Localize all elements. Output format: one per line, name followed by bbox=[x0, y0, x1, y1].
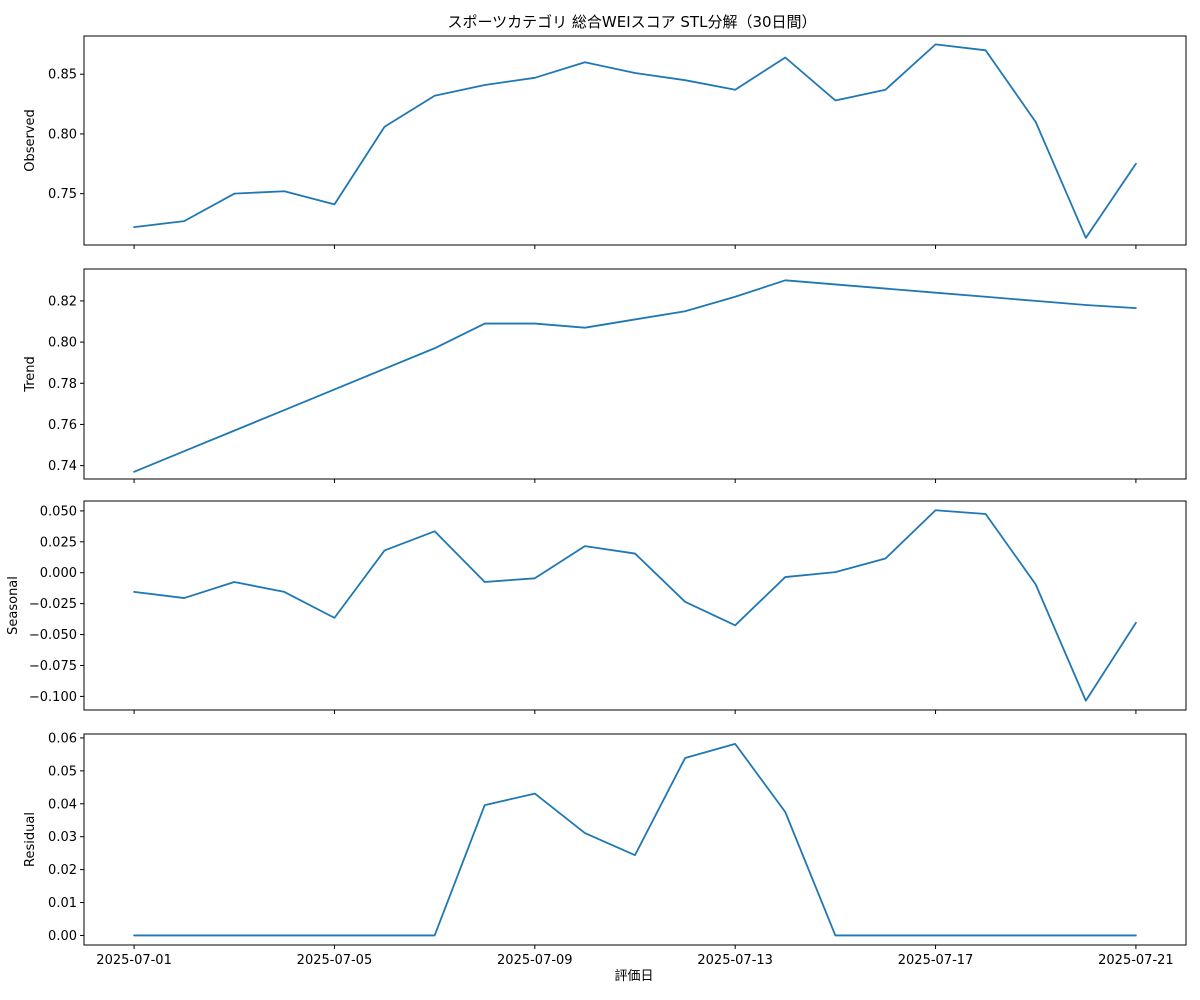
y-tick-label: −0.100 bbox=[29, 690, 77, 705]
y-axis-label: Trend bbox=[23, 356, 38, 393]
y-tick-label: 0.05 bbox=[48, 764, 77, 779]
y-tick-label: 0.74 bbox=[48, 459, 77, 474]
y-tick-label: 0.85 bbox=[48, 68, 77, 83]
y-axis-label: Seasonal bbox=[6, 576, 21, 635]
y-tick-label: 0.00 bbox=[48, 929, 77, 944]
panel-observed: 0.75 0.80 0.85 Observed bbox=[23, 35, 1187, 249]
y-tick-label: 0.03 bbox=[48, 830, 77, 845]
series-line-trend bbox=[133, 279, 1137, 473]
series-line-seasonal bbox=[133, 509, 1137, 702]
y-tick-label: 0.76 bbox=[48, 418, 77, 433]
y-axis-label: Observed bbox=[23, 109, 38, 172]
y-tick-label: −0.075 bbox=[29, 659, 77, 674]
y-tick-label: 0.80 bbox=[48, 336, 77, 351]
x-tick-label: 2025-07-21 bbox=[1098, 953, 1174, 968]
x-tick-label: 2025-07-05 bbox=[297, 953, 373, 968]
y-tick-label: 0.75 bbox=[48, 187, 77, 202]
plot-frame bbox=[83, 268, 1187, 480]
y-axis-label: Residual bbox=[23, 812, 38, 867]
panel-trend: 0.74 0.76 0.78 0.80 0.82 Trend bbox=[23, 268, 1187, 483]
y-tick-label: 0.78 bbox=[48, 377, 77, 392]
series-line-residual bbox=[133, 742, 1137, 937]
y-tick-label: 0.01 bbox=[48, 896, 77, 911]
x-tick-label: 2025-07-17 bbox=[898, 953, 974, 968]
y-tick-label: 0.06 bbox=[48, 731, 77, 746]
plot-frame bbox=[83, 35, 1187, 246]
x-tick-label: 2025-07-09 bbox=[497, 953, 573, 968]
y-tick-label: 0.04 bbox=[48, 797, 77, 812]
panel-residual: 0.00 0.01 0.02 0.03 0.04 0.05 0.06 2025-07-01 20… bbox=[23, 731, 1187, 968]
x-axis-label: 評価日 bbox=[614, 969, 653, 984]
y-tick-label: −0.025 bbox=[29, 597, 77, 612]
x-tick-label: 2025-07-01 bbox=[96, 953, 172, 968]
y-tick-label: 0.025 bbox=[40, 535, 77, 550]
panel-seasonal: −0.100 −0.075 −0.050 −0.025 0.000 0.025 0.050 S… bbox=[6, 500, 1187, 714]
y-tick-label: −0.050 bbox=[29, 628, 77, 643]
series-line-observed bbox=[133, 43, 1137, 239]
plot-frame bbox=[83, 500, 1187, 711]
x-tick-label: 2025-07-13 bbox=[697, 953, 773, 968]
chart-title: スポーツカテゴリ 総合WEIスコア STL分解（30日間） bbox=[447, 13, 816, 31]
y-tick-label: 0.80 bbox=[48, 127, 77, 142]
y-tick-label: 0.050 bbox=[40, 504, 77, 519]
y-tick-label: 0.82 bbox=[48, 294, 77, 309]
plot-frame bbox=[83, 733, 1187, 946]
y-tick-label: 0.000 bbox=[40, 566, 77, 581]
y-tick-label: 0.02 bbox=[48, 863, 77, 878]
panels: 0.75 0.80 0.85 Observed 0.74 0.76 0.78 0.80 0.82… bbox=[6, 35, 1187, 968]
